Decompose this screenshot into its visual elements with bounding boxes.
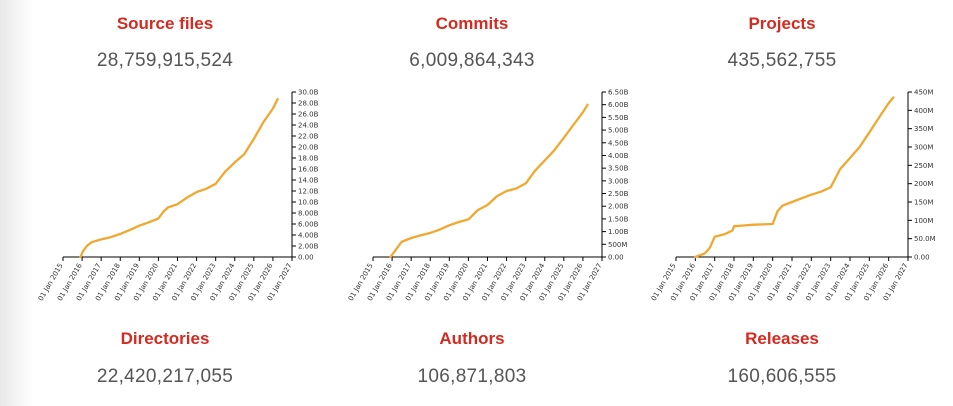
y-tick-label: 100M bbox=[914, 217, 933, 225]
stat-title-source-files: Source files bbox=[116, 14, 214, 33]
chart-projects: 0.00 50.0M 100M 150M 200M 250M 300M 350M 400M 450… bbox=[650, 89, 936, 303]
y-tick-label: 24.0B bbox=[298, 122, 319, 130]
stat-value-directories: 22,420,217,055 bbox=[96, 366, 234, 387]
y-tick-label: 3.50B bbox=[608, 165, 629, 173]
y-tick-label: 22.0B bbox=[298, 133, 319, 141]
y-tick-label: 400M bbox=[914, 107, 933, 115]
series-line bbox=[79, 98, 279, 259]
stat-value-projects: 435,562,755 bbox=[727, 50, 837, 71]
y-tick-label: 6.00B bbox=[608, 101, 629, 109]
chart-commits: 0.00 500M 1.00B 1.50B 2.00B 2.50B 3.00B 3.50B 4.… bbox=[347, 89, 629, 303]
y-tick-label: 18.0B bbox=[298, 155, 319, 163]
y-tick-label: 0.00 bbox=[914, 254, 930, 262]
y-tick-label: 250M bbox=[914, 162, 933, 170]
y-tick-label: 0.00 bbox=[298, 254, 314, 262]
y-tick-label: 300M bbox=[914, 144, 933, 152]
y-tick-label: 30.0B bbox=[298, 89, 319, 97]
y-tick-label: 0.00 bbox=[608, 254, 624, 262]
y-tick-label: 6.50B bbox=[608, 89, 629, 97]
series-line bbox=[694, 96, 895, 259]
y-tick-label: 16.0B bbox=[298, 166, 319, 174]
y-tick-label: 6.00B bbox=[298, 221, 319, 229]
y-tick-label: 5.00B bbox=[608, 127, 629, 135]
stat-value-releases: 160,606,555 bbox=[727, 366, 837, 387]
y-tick-label: 350M bbox=[914, 125, 933, 133]
y-tick-label: 20.0B bbox=[298, 144, 319, 152]
y-tick-label: 8.00B bbox=[298, 210, 319, 218]
y-tick-label: 4.00B bbox=[298, 232, 319, 240]
y-tick-label: 150M bbox=[914, 199, 933, 207]
y-tick-label: 4.50B bbox=[608, 139, 629, 147]
y-tick-label: 2.00B bbox=[608, 203, 629, 211]
stat-title-authors: Authors bbox=[439, 329, 505, 348]
y-tick-label: 1.50B bbox=[608, 215, 629, 223]
y-tick-label: 2.00B bbox=[298, 243, 319, 251]
y-tick-label: 28.0B bbox=[298, 100, 319, 108]
y-tick-label: 50.0M bbox=[914, 235, 936, 243]
stat-value-commits: 6,009,864,343 bbox=[409, 50, 535, 71]
y-tick-label: 3.00B bbox=[608, 177, 629, 185]
chart-source-files: 0.00 2.00B 4.00B 6.00B 8.00B 10.0B 12.0B 14.0B 1… bbox=[37, 89, 319, 303]
stat-title-commits: Commits bbox=[435, 14, 509, 33]
y-tick-label: 4.00B bbox=[608, 152, 629, 160]
y-tick-label: 450M bbox=[914, 89, 933, 97]
y-tick-label: 5.50B bbox=[608, 114, 629, 122]
stat-title-releases: Releases bbox=[745, 329, 819, 348]
y-tick-label: 26.0B bbox=[298, 111, 319, 119]
stat-title-projects: Projects bbox=[748, 14, 816, 33]
stat-title-directories: Directories bbox=[120, 329, 210, 348]
series-line bbox=[389, 103, 589, 259]
stat-value-source-files: 28,759,915,524 bbox=[96, 50, 234, 71]
y-tick-label: 2.50B bbox=[608, 190, 629, 198]
y-tick-label: 12.0B bbox=[298, 188, 319, 196]
y-tick-label: 14.0B bbox=[298, 177, 319, 185]
y-tick-label: 1.00B bbox=[608, 228, 629, 236]
left-edge-shadow bbox=[0, 0, 34, 406]
y-tick-label: 10.0B bbox=[298, 199, 319, 207]
y-tick-label: 500M bbox=[608, 241, 627, 249]
stat-value-authors: 106,871,803 bbox=[417, 366, 527, 387]
y-tick-label: 200M bbox=[914, 180, 933, 188]
